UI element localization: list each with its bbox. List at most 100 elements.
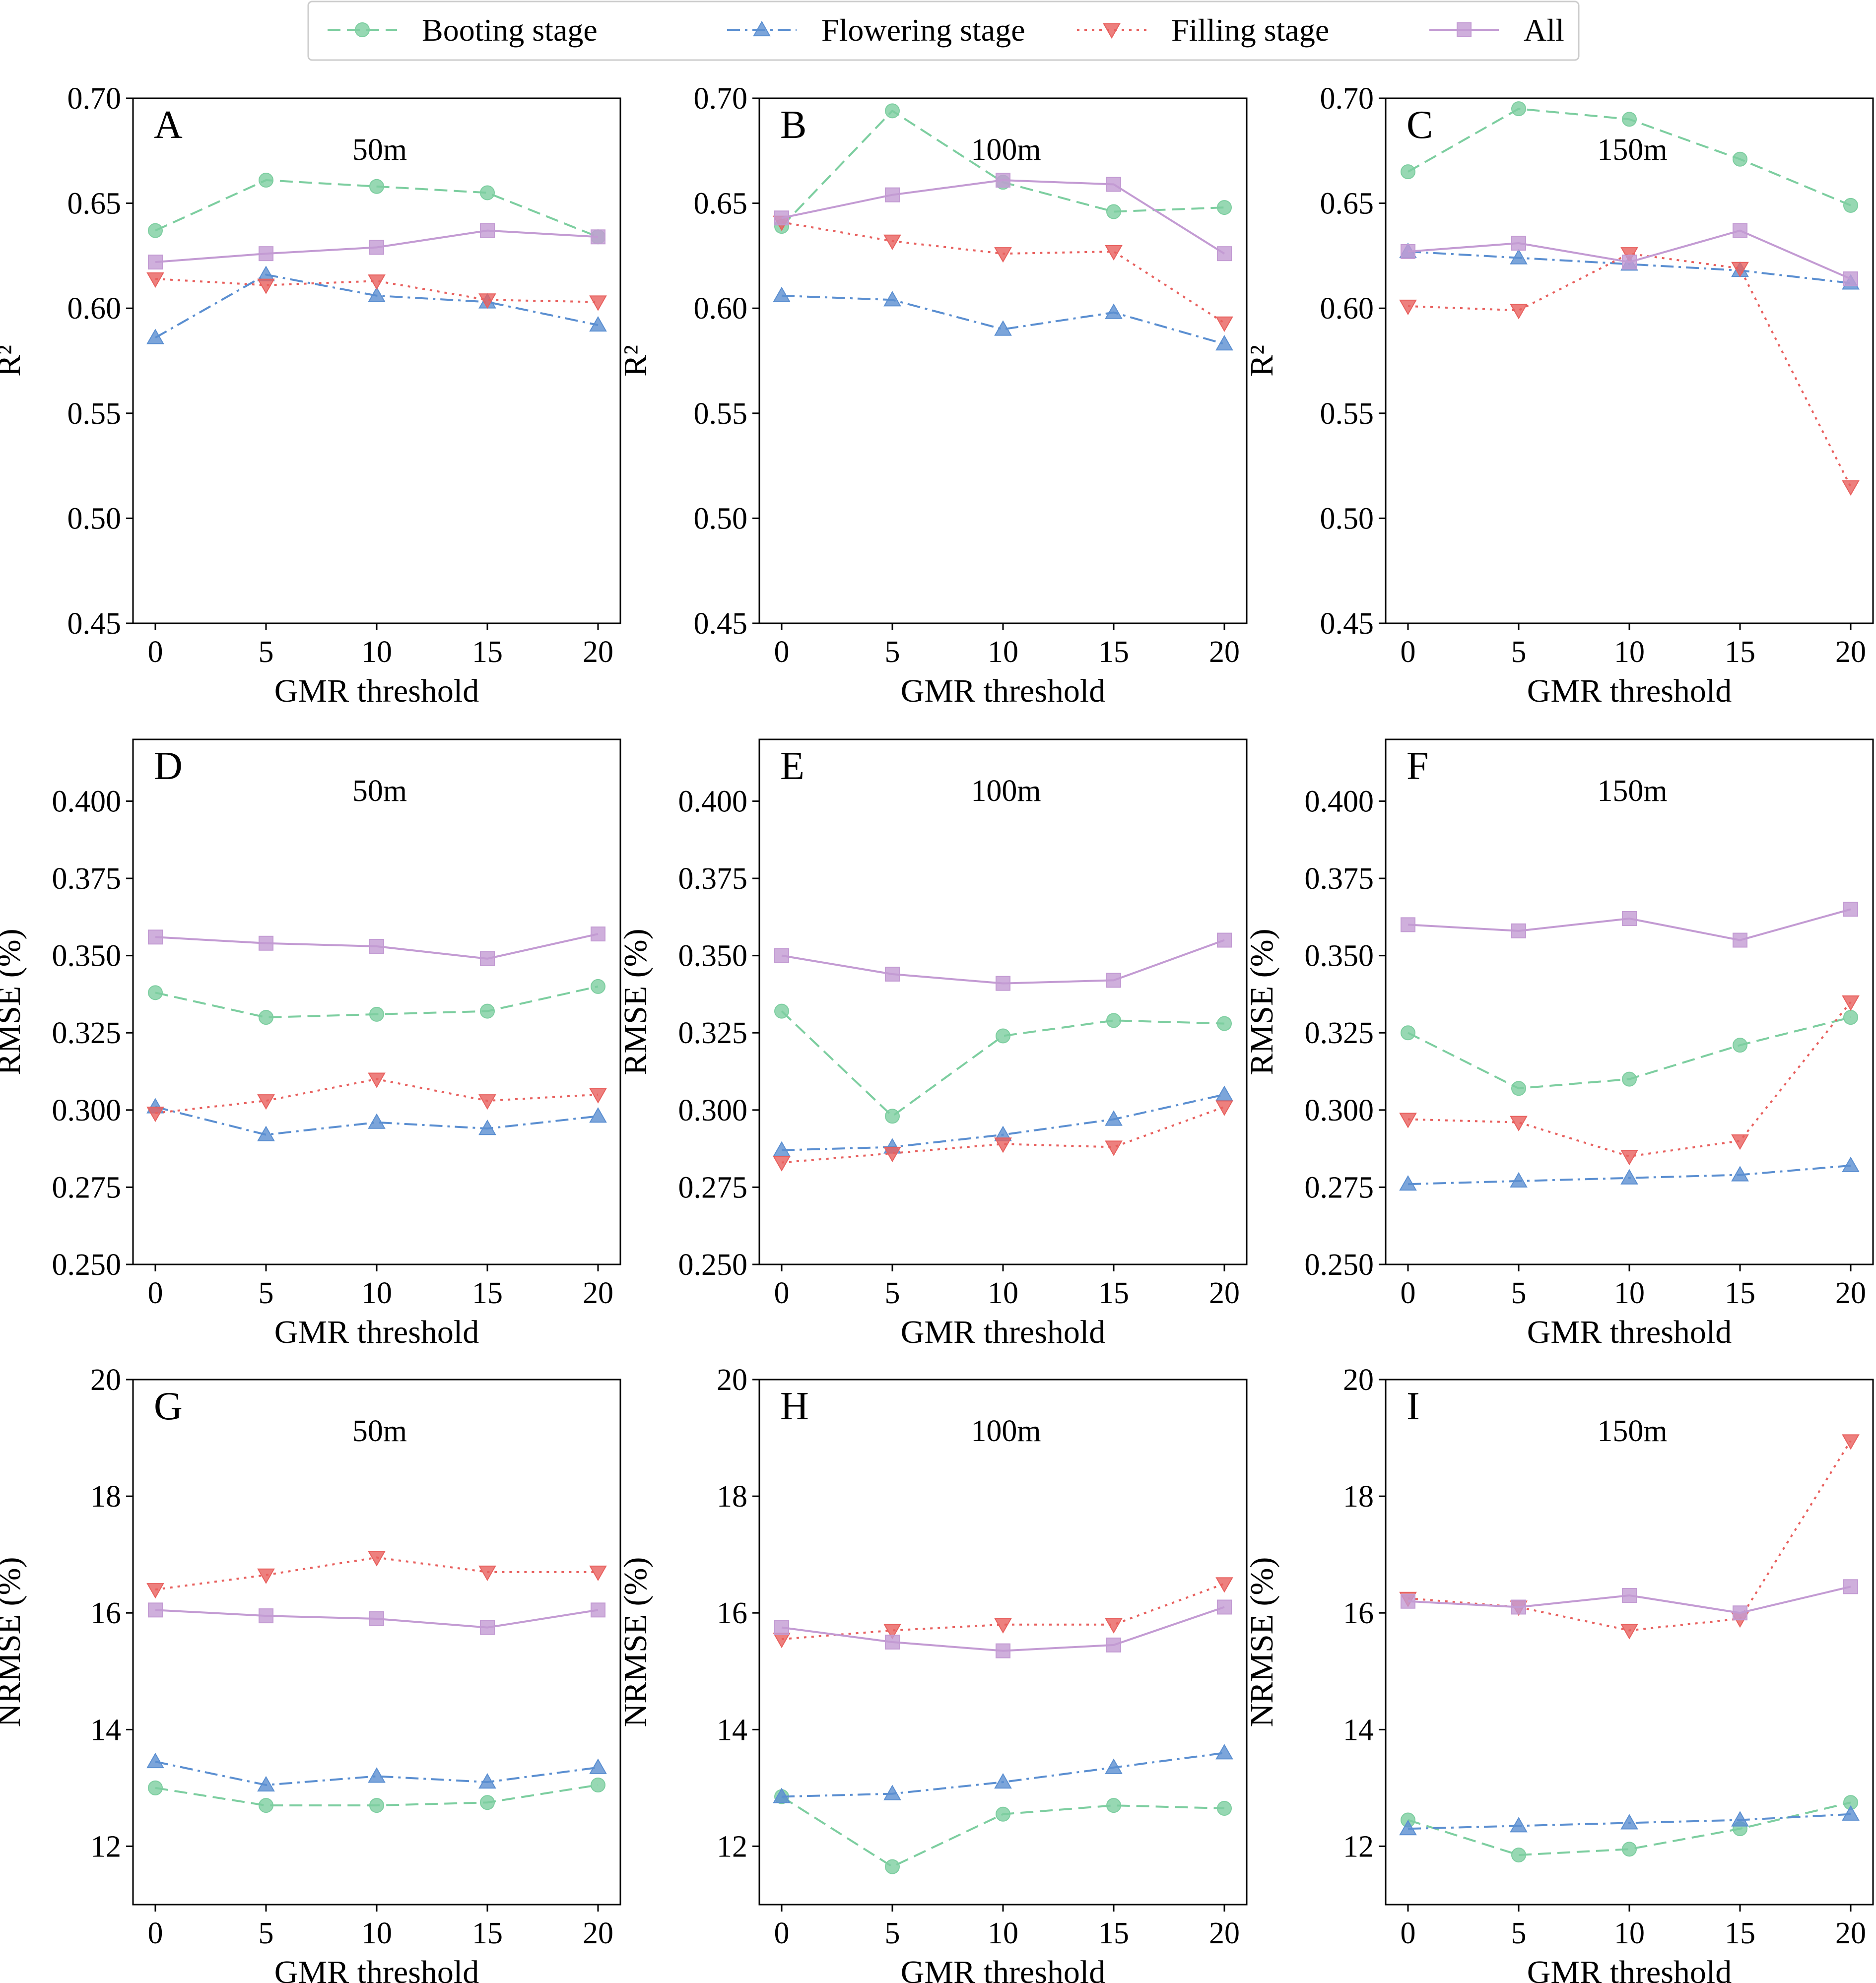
data-point (1510, 1817, 1528, 1833)
data-point (1399, 1175, 1417, 1191)
data-point (1106, 973, 1121, 988)
y-tick-label: 0.350 (678, 939, 748, 973)
panel-title: 100m (971, 133, 1041, 167)
legend-marker (355, 22, 370, 37)
data-point (1399, 1113, 1417, 1128)
x-tick-label: 15 (472, 635, 503, 669)
panel-title: 50m (352, 774, 407, 808)
series-all (774, 932, 1232, 991)
x-tick-label: 5 (885, 635, 900, 669)
legend: Booting stage Flowering stage Filling stag… (307, 0, 1580, 61)
legend-marker (753, 20, 771, 37)
y-tick-label: 0.60 (1320, 292, 1374, 326)
data-point (1622, 1071, 1637, 1087)
y-tick-label: 14 (1343, 1713, 1374, 1747)
data-point (885, 1859, 900, 1874)
data-point (257, 1568, 275, 1584)
data-point (883, 1624, 901, 1640)
y-axis-label: R² (0, 345, 27, 377)
y-axis-label: NRMSE (%) (1244, 1557, 1280, 1727)
data-point (994, 1618, 1012, 1634)
panel-E: 0 5 10 15 20 0.250 0.275 0.300 0.325 0.350 0.375 0.… (617, 738, 1248, 1350)
legend-entry-2: Filling stage (1077, 12, 1329, 48)
data-point (1215, 1744, 1233, 1760)
data-point (368, 1113, 386, 1129)
y-tick-label: 0.45 (694, 607, 748, 641)
y-axis-label: RMSE (%) (617, 928, 654, 1075)
y-tick-label: 0.400 (1305, 785, 1374, 818)
panels: 0 5 10 15 20 0.45 0.50 0.55 0.60 0.65 0.70 GMR thre… (0, 82, 1874, 1983)
x-tick-label: 20 (1209, 1276, 1240, 1310)
data-point (994, 1137, 1012, 1153)
data-point (1843, 1579, 1858, 1594)
data-point (1511, 923, 1526, 938)
data-point (994, 247, 1012, 263)
y-tick-label: 0.250 (678, 1248, 748, 1282)
x-tick-label: 10 (1614, 1917, 1645, 1950)
data-point (1622, 911, 1637, 926)
data-point (883, 234, 901, 250)
panel-letter: E (780, 744, 804, 788)
data-point (259, 173, 273, 188)
data-point (1843, 271, 1858, 286)
data-point (591, 1778, 605, 1793)
y-tick-label: 0.70 (67, 82, 122, 116)
data-point (996, 173, 1010, 188)
data-point (1106, 1798, 1121, 1813)
panel-title: 100m (971, 1414, 1041, 1448)
x-tick-label: 20 (1835, 1276, 1866, 1310)
data-point (996, 1028, 1010, 1044)
y-tick-label: 20 (90, 1363, 121, 1397)
data-point (259, 1608, 273, 1624)
x-tick-label: 20 (1209, 1917, 1240, 1950)
x-tick-label: 15 (472, 1276, 503, 1310)
x-axis-label: GMR threshold (901, 1314, 1106, 1350)
y-axis-label: RMSE (%) (1244, 928, 1280, 1075)
data-point (1215, 316, 1233, 332)
panel-D: 0 5 10 15 20 0.250 0.275 0.300 0.325 0.350 0.375 0.… (0, 738, 621, 1350)
legend-entry-0: Booting stage (328, 12, 598, 48)
y-tick-label: 0.70 (694, 82, 748, 116)
series-line (781, 1010, 1225, 1118)
x-axis-label: GMR threshold (1527, 673, 1732, 709)
panel-A: 0 5 10 15 20 0.45 0.50 0.55 0.60 0.65 0.70 GMR thre… (0, 82, 621, 709)
data-point (368, 1072, 386, 1088)
x-tick-label: 10 (361, 635, 392, 669)
series-booting-stage (1401, 101, 1858, 213)
data-point (1399, 299, 1417, 316)
axes-frame (758, 1379, 1248, 1906)
series-all (1401, 902, 1858, 948)
series-line (781, 294, 1225, 345)
data-point (1399, 1820, 1417, 1836)
x-tick-label: 0 (1401, 1276, 1416, 1310)
data-point (589, 1758, 607, 1774)
data-point (1622, 255, 1637, 270)
panel-letter: G (154, 1385, 183, 1428)
axes-frame (1385, 738, 1874, 1265)
axes-frame (132, 97, 621, 624)
data-point (774, 1620, 789, 1635)
y-tick-label: 0.65 (67, 187, 122, 221)
panel-I: 0 5 10 15 20 12 14 16 18 20 GMR threshold NRMSE (%)… (1244, 1363, 1874, 1983)
panel-F: 0 5 10 15 20 0.250 0.275 0.300 0.325 0.350 0.375 0.… (1244, 738, 1874, 1350)
series-all (148, 1602, 605, 1635)
data-point (478, 293, 496, 309)
data-point (259, 246, 273, 262)
y-tick-label: 0.50 (694, 502, 748, 535)
series-flowering-stage (1399, 1805, 1860, 1836)
series-all (1401, 1579, 1858, 1621)
data-point (1842, 1434, 1860, 1450)
data-point (591, 926, 605, 942)
legend-marker (1457, 22, 1472, 37)
data-point (259, 1010, 273, 1025)
data-point (885, 1109, 900, 1124)
data-point (146, 1583, 164, 1599)
x-tick-label: 15 (1725, 1917, 1755, 1950)
series-all (1401, 223, 1858, 286)
y-tick-label: 0.350 (52, 939, 122, 973)
x-tick-label: 15 (1725, 635, 1755, 669)
data-point (773, 1156, 791, 1172)
y-tick-label: 0.55 (694, 397, 748, 431)
data-point (1217, 932, 1232, 948)
y-tick-label: 16 (90, 1596, 121, 1630)
